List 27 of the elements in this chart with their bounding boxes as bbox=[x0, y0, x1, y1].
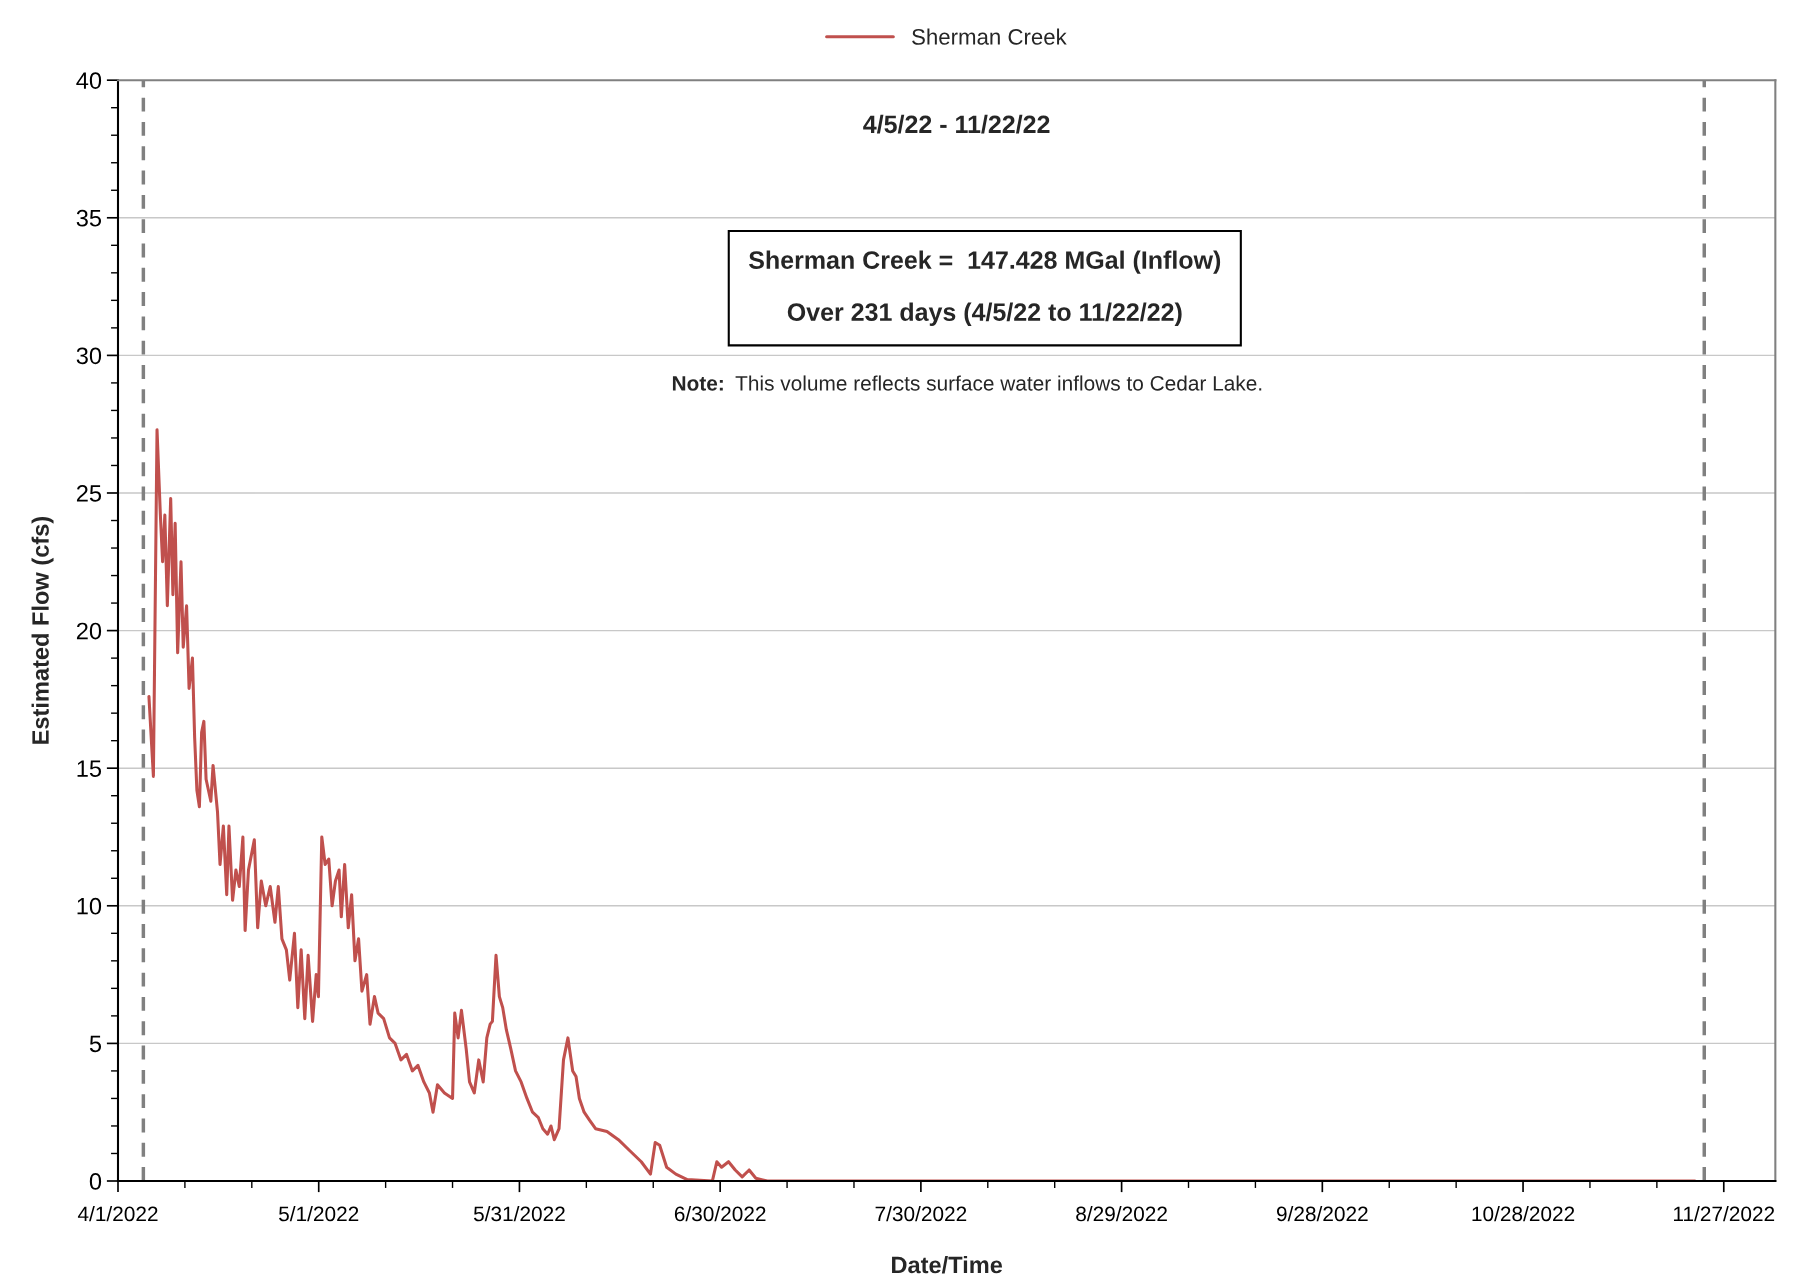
x-tick-label: 4/1/2022 bbox=[77, 1206, 158, 1222]
y-tick-label: 5 bbox=[89, 1035, 102, 1053]
y-axis-title: Estimated Flow (cfs) bbox=[31, 516, 54, 744]
y-tick-label: 10 bbox=[77, 897, 102, 915]
x-tick-label: 9/28/2022 bbox=[1276, 1206, 1368, 1222]
y-tick-label: 0 bbox=[89, 1173, 102, 1190]
annotation: Note: bbox=[672, 376, 723, 391]
y-tick-label: 30 bbox=[76, 347, 102, 365]
x-tick-label: 7/30/2022 bbox=[875, 1206, 967, 1222]
y-tick-label: 20 bbox=[76, 622, 102, 640]
x-tick-label: 10/28/2022 bbox=[1472, 1206, 1575, 1222]
x-tick-label: 11/27/2022 bbox=[1674, 1206, 1775, 1222]
annotation: 4/5/22 - 11/22/22 bbox=[863, 114, 1050, 134]
y-tick-label: 25 bbox=[76, 485, 102, 502]
x-tick-label: 5/1/2022 bbox=[279, 1206, 359, 1222]
x-tick-label: 8/29/2022 bbox=[1076, 1206, 1167, 1222]
annotation: Sherman Creek = 147.428 MGal (Inflow) bbox=[748, 250, 1221, 274]
annotation: This volume reflects surface water inflows to Cedar Lake. bbox=[735, 375, 1262, 391]
x-axis-title: Date/Time bbox=[892, 1255, 1003, 1274]
y-tick-label: 40 bbox=[76, 72, 102, 89]
legend-label: Sherman Creek bbox=[912, 28, 1067, 45]
line-series bbox=[147, 428, 1697, 1181]
x-tick-label: 6/30/2022 bbox=[674, 1206, 766, 1222]
annotation: Over 231 days (4/5/22 to 11/22/22) bbox=[787, 302, 1182, 326]
y-tick-label: 15 bbox=[77, 760, 102, 777]
y-tick-label: 35 bbox=[76, 209, 102, 227]
x-tick-label: 5/31/2022 bbox=[473, 1206, 565, 1222]
